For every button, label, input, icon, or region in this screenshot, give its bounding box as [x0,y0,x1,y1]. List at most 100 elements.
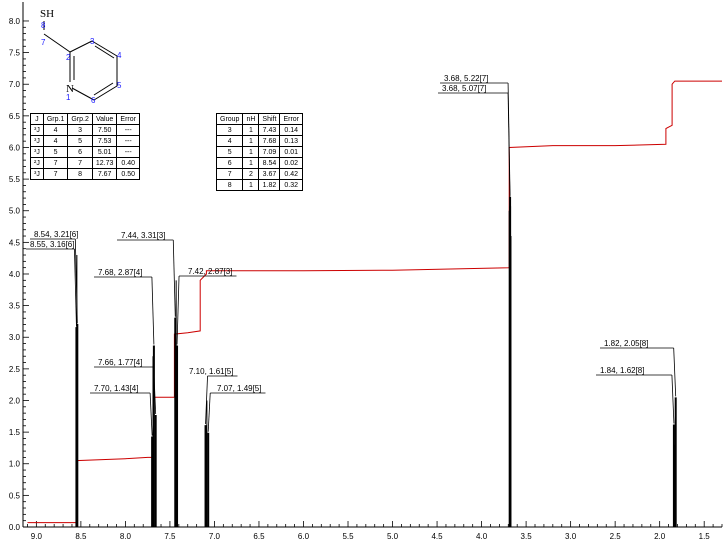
x-tick-label: 3.0 [565,532,577,541]
shift-cell: 2 [242,168,260,180]
shift-cell: 7.09 [258,146,281,158]
shift-header-row: Group nH Shift Error [215,113,303,125]
peak-label: 1.84, 1.62[8] [600,366,644,375]
y-tick-label: 4.5 [9,238,21,247]
molecule-structure: SH 8 7 2 3 4 5 6 N 1 [40,8,122,105]
coupling-cell: 5 [42,146,69,158]
nitrogen-atom-label: N [66,83,74,95]
coupling-cell: 5 [67,135,93,147]
coupling-cell: ³J [30,124,44,136]
coupling-cell: 7.50 [91,124,118,136]
shift-cell: Error [279,113,303,125]
shift-cell: 3.67 [258,168,281,180]
peak-label-connector [671,374,675,424]
bond-c5-c6 [93,85,118,101]
shift-cell: 7.68 [258,135,281,147]
shift-cell: 1 [242,157,260,169]
integral-curve-layer [27,80,722,524]
peak-label-connector [205,375,208,425]
coupling-row: ³J 7 8 7.67 0.50 [30,168,140,180]
axes: 0.0 0.5 1.0 1.5 2.0 2.5 3.0 3.5 4.0 4.5 5.0 5.5 6.0 6… [9,2,723,541]
peak-label: 3.68, 5.07[7] [442,84,486,93]
coupling-cell: 4 [42,135,69,147]
peak-label: 7.44, 3.31[3] [121,231,165,240]
coupling-cell: 7.53 [91,135,118,147]
shift-cell: 3 [215,124,244,136]
shift-cell: Shift [258,113,281,125]
shift-cell: 1 [242,124,260,136]
shift-row: 5 1 7.09 0.01 [215,146,303,158]
x-tick-label: 7.0 [209,532,221,541]
peak-label-connector [74,248,77,327]
shift-cell: 7.43 [258,124,281,136]
y-tick-label: 5.5 [9,175,21,184]
shift-cell: 4 [215,135,244,147]
shift-cell: 7 [215,168,244,180]
coupling-cell: 7.67 [91,168,118,180]
bond-c3-c4 [91,40,118,57]
coupling-cell: 12.73 [91,157,118,169]
peak-label: 7.10, 1.61[5] [189,367,233,376]
coupling-cell: 7 [67,157,93,169]
shift-row: 3 1 7.43 0.14 [215,124,303,136]
x-tick-label: 4.5 [431,532,443,541]
y-tick-label: 3.0 [9,333,21,342]
coupling-cell: Value [91,113,118,125]
peak-label: 7.68, 2.87[4] [98,268,142,277]
peak-label: 8.55, 3.16[6] [30,240,74,249]
x-tick-label: 6.5 [253,532,265,541]
y-tick-label: 6.0 [9,143,21,152]
y-tick-label: 8.0 [9,17,21,26]
peak-labels-layer: 8.54, 3.21[6]8.55, 3.16[6] 7.68, 2.87[4] 7… [26,74,677,436]
atom-number-6: 6 [91,96,96,105]
peak-label-connector [149,392,153,436]
atom-number-3: 3 [90,37,95,46]
y-tick-label: 2.0 [9,396,21,405]
y-tick-label: 1.0 [9,460,21,469]
bond-c6-n1 [71,87,95,101]
coupling-cell: J [30,113,44,125]
coupling-row: ³J 4 5 7.53 --- [30,135,140,147]
shift-cell: 0.32 [279,179,303,191]
atom-number-8: 8 [41,21,46,30]
shift-cell: 0.01 [279,146,303,158]
shift-row: 7 2 3.67 0.42 [215,168,303,180]
x-tick-label: 3.5 [521,532,533,541]
coupling-cell: 7 [42,157,69,169]
shift-row: 6 1 8.54 0.02 [215,157,303,169]
x-tick-label: 8.5 [75,532,87,541]
peak-label-connector [507,92,511,206]
coupling-cell: ³J [30,146,44,158]
y-tick-label: 0.5 [9,491,21,500]
coupling-cell: Grp.2 [67,113,93,125]
shift-cell: nH [242,113,260,125]
coupling-cell: 8 [67,168,93,180]
shift-cell: 5 [215,146,244,158]
coupling-cell: --- [116,124,140,136]
coupling-cell: Grp.1 [42,113,69,125]
peak-label-connector [151,276,155,345]
y-tick-label: 4.0 [9,270,21,279]
peak-label: 7.70, 1.43[4] [94,384,138,393]
coupling-cell: 6 [67,146,93,158]
coupling-cell: ²J [30,157,44,169]
peak-label-connector [176,275,180,345]
atom-number-1: 1 [66,93,71,102]
coupling-cell: 0.40 [116,157,140,169]
shift-row: 8 1 1.82 0.32 [215,179,303,191]
coupling-row: ³J 5 6 5.01 --- [30,146,140,158]
x-tick-label: 6.0 [298,532,310,541]
shift-cell: 1 [242,146,260,158]
x-tick-label: 2.0 [654,532,666,541]
coupling-cell: 7 [42,168,69,180]
peak-label: 1.82, 2.05[8] [604,339,648,348]
y-tick-label: 6.5 [9,112,21,121]
x-tick-label: 2.5 [610,532,622,541]
coupling-row: ²J 7 7 12.73 0.40 [30,157,140,169]
shift-row: 4 1 7.68 0.13 [215,135,303,147]
coupling-row: ³J 4 3 7.50 --- [30,124,140,136]
x-tick-label: 7.5 [164,532,176,541]
x-tick-label: 4.0 [476,532,488,541]
shift-cell: 8 [215,179,244,191]
